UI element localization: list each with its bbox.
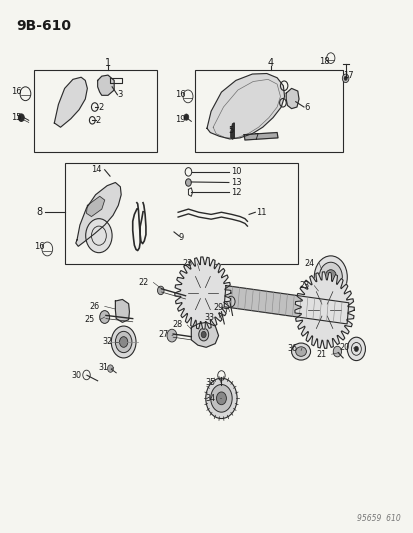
Circle shape xyxy=(192,280,213,306)
Text: 16: 16 xyxy=(11,86,21,95)
Text: 16: 16 xyxy=(174,90,185,99)
Text: 3: 3 xyxy=(117,90,123,99)
Circle shape xyxy=(205,378,237,418)
Polygon shape xyxy=(244,133,277,140)
Text: 34: 34 xyxy=(205,394,215,403)
Text: 22: 22 xyxy=(138,278,148,287)
Circle shape xyxy=(185,179,191,186)
Text: 33: 33 xyxy=(204,312,214,321)
Text: 32: 32 xyxy=(102,337,113,346)
Text: 23: 23 xyxy=(299,281,309,290)
Text: 36: 36 xyxy=(286,344,296,353)
Text: 12: 12 xyxy=(230,188,241,197)
Polygon shape xyxy=(230,123,234,139)
Polygon shape xyxy=(191,322,218,348)
Ellipse shape xyxy=(291,343,310,360)
Text: 35: 35 xyxy=(204,378,215,387)
Circle shape xyxy=(201,332,206,338)
Ellipse shape xyxy=(295,347,306,357)
Text: 1: 1 xyxy=(104,59,111,68)
Circle shape xyxy=(19,114,24,122)
Text: 9B-610: 9B-610 xyxy=(17,19,71,33)
Circle shape xyxy=(187,273,218,313)
Polygon shape xyxy=(294,272,354,349)
Circle shape xyxy=(216,392,226,405)
Bar xyxy=(194,70,342,152)
Text: 14: 14 xyxy=(91,165,102,174)
Circle shape xyxy=(166,329,176,342)
Text: 9: 9 xyxy=(178,233,184,243)
Circle shape xyxy=(313,256,347,298)
Polygon shape xyxy=(54,77,87,127)
Circle shape xyxy=(183,114,188,120)
Circle shape xyxy=(157,286,164,295)
Circle shape xyxy=(119,337,128,348)
Text: 21: 21 xyxy=(316,350,326,359)
Circle shape xyxy=(107,365,113,372)
Text: 8: 8 xyxy=(37,207,43,217)
Circle shape xyxy=(312,295,335,325)
Text: 19: 19 xyxy=(175,115,185,124)
Text: 2: 2 xyxy=(96,116,101,125)
Text: 6: 6 xyxy=(304,102,309,111)
Text: 95659  610: 95659 610 xyxy=(356,514,400,523)
Text: 25: 25 xyxy=(84,315,95,324)
Text: 7: 7 xyxy=(252,133,258,142)
Text: 13: 13 xyxy=(230,178,241,187)
Circle shape xyxy=(198,328,208,341)
Circle shape xyxy=(347,337,365,361)
Circle shape xyxy=(197,287,207,300)
Text: 10: 10 xyxy=(230,167,241,176)
Text: 4: 4 xyxy=(267,59,273,68)
Bar xyxy=(64,163,297,264)
Circle shape xyxy=(115,332,132,353)
Circle shape xyxy=(306,288,341,333)
Polygon shape xyxy=(223,286,348,324)
Circle shape xyxy=(226,296,235,307)
Text: 27: 27 xyxy=(159,330,169,339)
Circle shape xyxy=(210,384,232,412)
Text: 5: 5 xyxy=(227,126,233,135)
Text: 16: 16 xyxy=(35,243,45,252)
Circle shape xyxy=(318,262,342,292)
Text: 2: 2 xyxy=(98,102,103,111)
Circle shape xyxy=(85,219,112,253)
Text: 24: 24 xyxy=(304,259,313,268)
Polygon shape xyxy=(76,182,121,246)
Text: 20: 20 xyxy=(338,343,349,352)
Polygon shape xyxy=(174,257,230,329)
Text: 31: 31 xyxy=(99,363,109,372)
Circle shape xyxy=(332,346,341,357)
Circle shape xyxy=(342,74,348,83)
Circle shape xyxy=(111,326,136,358)
Circle shape xyxy=(354,346,358,352)
Circle shape xyxy=(324,270,336,285)
Polygon shape xyxy=(97,75,114,95)
Polygon shape xyxy=(115,300,129,322)
Text: 28: 28 xyxy=(172,320,182,329)
Text: 15: 15 xyxy=(11,113,21,122)
Polygon shape xyxy=(86,196,104,216)
Bar xyxy=(33,70,157,152)
Text: 17: 17 xyxy=(342,70,353,79)
Text: 18: 18 xyxy=(318,58,329,66)
Text: 11: 11 xyxy=(256,208,266,217)
Polygon shape xyxy=(285,88,298,109)
Text: 29: 29 xyxy=(213,303,223,312)
Text: 26: 26 xyxy=(89,302,100,311)
Text: 23: 23 xyxy=(182,260,192,268)
Polygon shape xyxy=(206,74,284,139)
Circle shape xyxy=(343,76,347,80)
Circle shape xyxy=(100,311,109,324)
Circle shape xyxy=(318,303,329,317)
Text: 30: 30 xyxy=(71,371,81,380)
